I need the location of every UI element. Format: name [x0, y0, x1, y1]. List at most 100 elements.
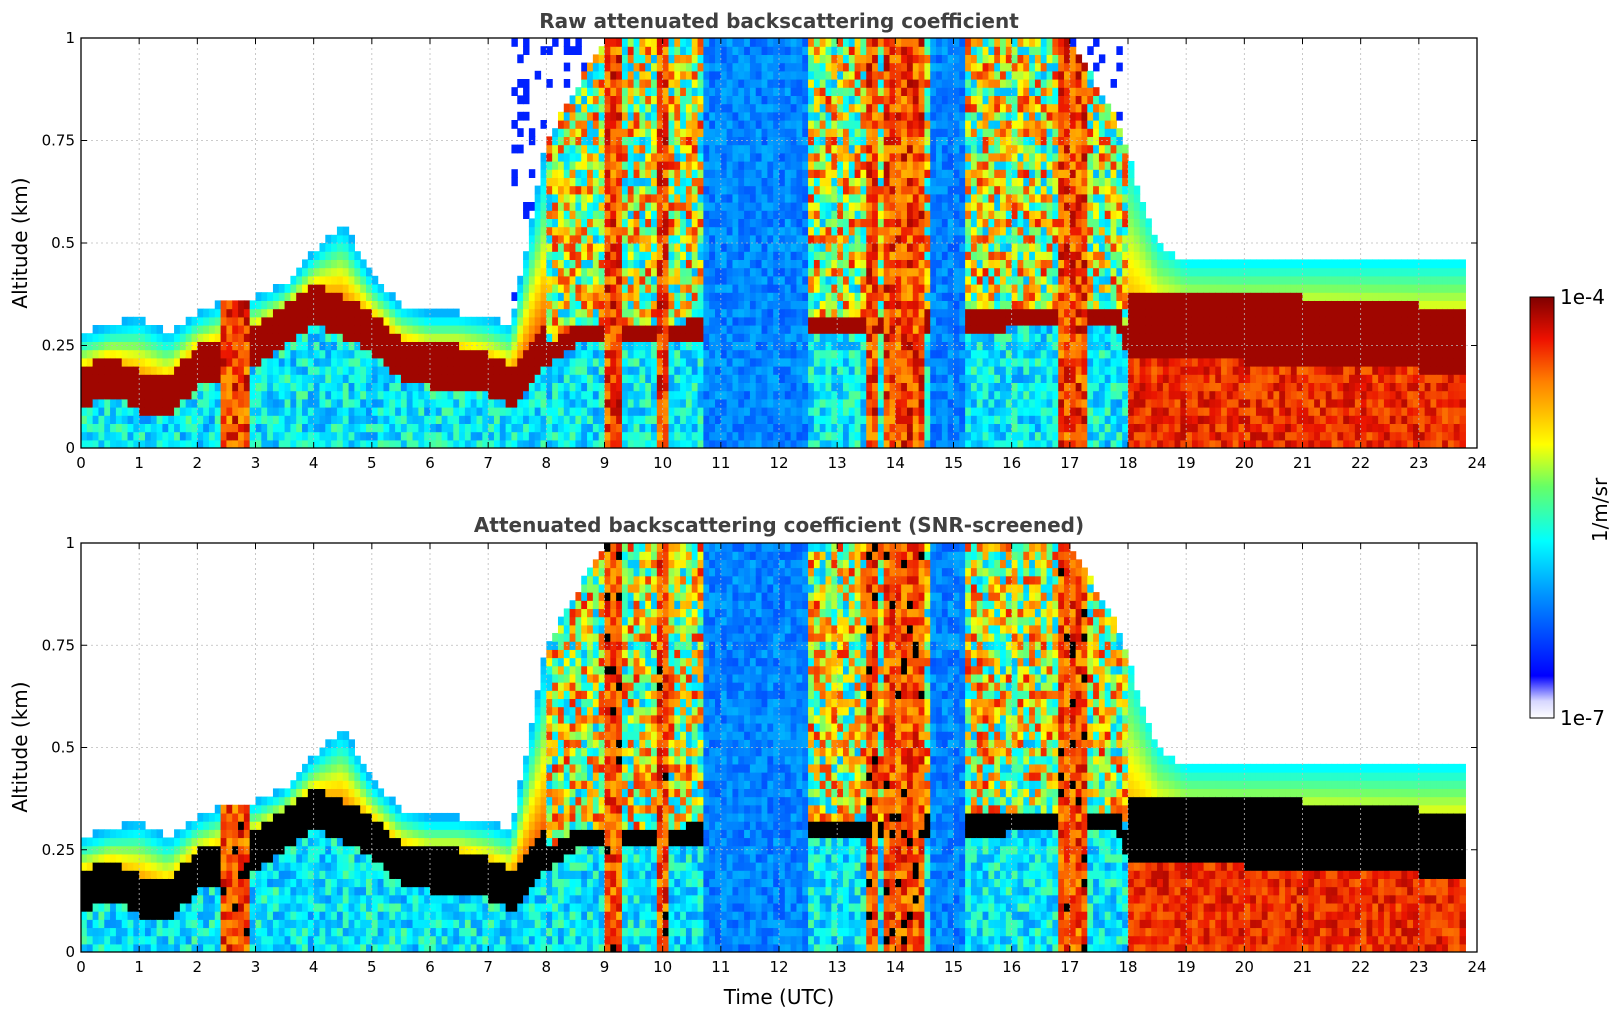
heatmap-cell [412, 333, 419, 342]
heatmap-cell [627, 308, 635, 318]
heatmap-cell [779, 70, 786, 80]
heatmap-cell [883, 284, 891, 293]
heatmap-cell [296, 292, 303, 301]
heatmap-cell [307, 267, 315, 277]
heatmap-cell [534, 325, 542, 334]
heatmap-cell [854, 431, 862, 441]
heatmap-cell [447, 357, 454, 367]
heatmap-cell [179, 431, 187, 441]
heatmap-cell [185, 398, 193, 408]
heatmap-cell [866, 120, 873, 129]
heatmap-cell [825, 275, 832, 285]
heatmap-cell [662, 349, 670, 359]
heatmap-cell [825, 193, 832, 203]
heatmap-cell [325, 341, 332, 351]
heatmap-cell [883, 431, 891, 441]
heatmap-cell [412, 431, 419, 441]
heatmap-cell [674, 284, 681, 293]
heatmap-cell [325, 267, 332, 277]
heatmap-cell [924, 38, 931, 47]
heatmap-cell [918, 87, 926, 96]
heatmap-cell [749, 193, 757, 203]
heatmap-cell [842, 95, 850, 105]
heatmap-cell [674, 374, 681, 383]
heatmap-cell [552, 316, 559, 326]
heatmap-cell [569, 103, 577, 113]
heatmap-cell [837, 136, 844, 146]
heatmap-cell [802, 38, 809, 47]
heatmap-cell [837, 415, 844, 424]
heatmap-cell [848, 234, 856, 244]
heatmap-cell [668, 161, 675, 170]
heatmap-cell [267, 390, 274, 400]
heatmap-cell [540, 251, 547, 260]
heatmap-cell [930, 366, 937, 375]
heatmap-cell [616, 202, 623, 211]
heatmap-cell [930, 300, 937, 310]
heatmap-cell [889, 325, 896, 334]
heatmap-cell [808, 128, 815, 137]
heatmap-cell [773, 128, 780, 137]
heatmap-cell [872, 415, 879, 424]
heatmap-cell [208, 390, 216, 400]
heatmap-cell [656, 79, 664, 88]
heatmap-cell [773, 152, 780, 162]
heatmap-cell [668, 439, 675, 448]
heatmap-cell [185, 415, 193, 424]
heatmap-cell [895, 325, 902, 334]
heatmap-cell [767, 292, 774, 301]
heatmap-cell [837, 54, 844, 64]
heatmap-cell [464, 382, 472, 392]
heatmap-cell [703, 349, 710, 359]
heatmap-cell [802, 374, 809, 383]
heatmap-cell [645, 87, 652, 96]
heatmap-cell [802, 54, 809, 64]
heatmap-cell [616, 357, 623, 367]
heatmap-cell [802, 95, 809, 105]
heatmap-cell [755, 87, 763, 96]
heatmap-cell [808, 259, 815, 269]
heatmap-cell [627, 111, 635, 121]
heatmap-cell [604, 243, 611, 252]
heatmap-cell [133, 398, 140, 408]
heatmap-cell [726, 144, 734, 154]
heatmap-cell [447, 390, 454, 400]
heatmap-cell [860, 144, 867, 154]
heatmap-cell [784, 357, 792, 367]
heatmap-cell [621, 243, 629, 252]
heatmap-cell [784, 349, 792, 359]
heatmap-cell [278, 374, 286, 383]
heatmap-cell [127, 333, 134, 342]
heatmap-cell [511, 325, 518, 334]
heatmap-cell [313, 423, 321, 433]
heatmap-cell [738, 390, 745, 400]
heatmap-cell [796, 382, 803, 392]
heatmap-cell [784, 38, 792, 47]
heatmap-cell [656, 136, 664, 146]
heatmap-cell [685, 169, 693, 178]
heatmap-cell [732, 210, 739, 219]
heatmap-cell [482, 390, 489, 400]
heatmap-cell [749, 54, 757, 64]
heatmap-cell [930, 407, 937, 416]
heatmap-cell [703, 169, 710, 178]
heatmap-cell [674, 415, 681, 424]
heatmap-cell [406, 333, 414, 342]
heatmap-cell [947, 407, 955, 416]
heatmap-cell [581, 439, 588, 448]
heatmap-cell [918, 292, 926, 301]
heatmap-cell [936, 407, 943, 416]
heatmap-cell [848, 202, 856, 211]
heatmap-cell [557, 390, 565, 400]
heatmap-cell [552, 275, 559, 285]
heatmap-cell [621, 111, 629, 121]
heatmap-cell [610, 136, 617, 146]
heatmap-cell [150, 325, 158, 334]
heatmap-cell [749, 275, 757, 285]
heatmap-cell [854, 325, 862, 334]
heatmap-cell [697, 300, 704, 310]
heatmap-cell [906, 234, 914, 244]
heatmap-cell [505, 357, 513, 367]
heatmap-cell [336, 407, 344, 416]
heatmap-cell [842, 144, 850, 154]
